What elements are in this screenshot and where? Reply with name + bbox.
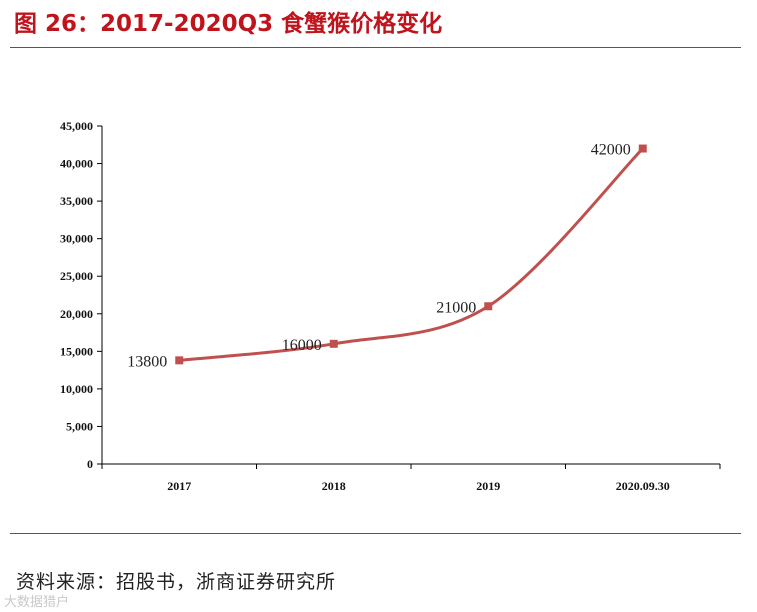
x-tick-label: 2019 <box>476 479 500 493</box>
y-tick-label: 20,000 <box>60 307 93 321</box>
chart-ticks: 0 5,000 10,000 15,000 20,000 25,000 30,000 35,0… <box>60 119 721 493</box>
y-tick-label: 45,000 <box>60 119 93 133</box>
x-tick-label: 2020.09.30 <box>616 479 670 493</box>
data-label: 16000 <box>282 337 322 354</box>
y-tick-label: 40,000 <box>60 157 93 171</box>
source-note: 资料来源：招股书，浙商证券研究所 <box>16 571 337 593</box>
y-tick-label: 30,000 <box>60 232 93 246</box>
top-divider <box>10 47 741 48</box>
x-tick-label: 2018 <box>322 479 346 493</box>
bottom-divider <box>10 533 741 534</box>
data-point <box>638 144 647 153</box>
data-label: 42000 <box>591 142 631 159</box>
y-tick-label: 5,000 <box>66 419 93 433</box>
y-tick-label: 25,000 <box>60 269 93 283</box>
chart-data-labels: 13800 16000 21000 42000 <box>127 142 631 371</box>
y-tick-label: 35,000 <box>60 194 93 208</box>
chart-series <box>175 144 647 365</box>
y-tick-label: 15,000 <box>60 344 93 358</box>
data-label: 13800 <box>127 353 167 370</box>
data-point <box>329 339 338 348</box>
x-tick-label: 2017 <box>167 479 191 493</box>
series-line <box>177 147 645 362</box>
figure-title: 图 26：2017-2020Q3 食蟹猴价格变化 <box>14 11 443 37</box>
watermark: 大数据猎户 <box>4 595 70 610</box>
y-tick-label: 0 <box>87 457 93 471</box>
data-label: 21000 <box>436 299 476 316</box>
chart-axes <box>101 126 720 465</box>
y-tick-label: 10,000 <box>60 382 93 396</box>
data-point <box>175 356 184 365</box>
data-point <box>484 302 493 311</box>
